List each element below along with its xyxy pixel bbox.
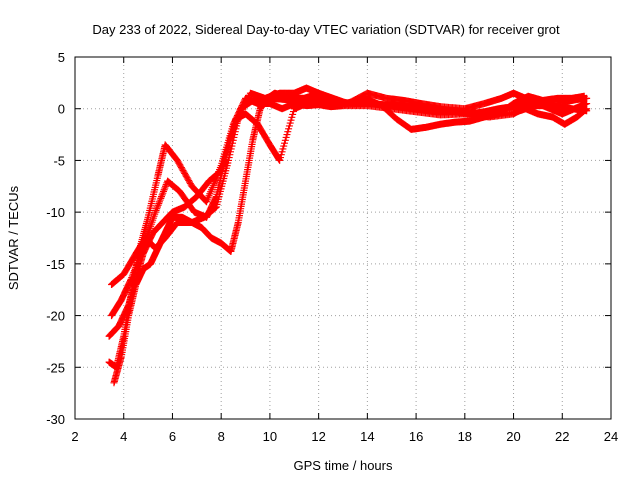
x-tick-label: 20 bbox=[506, 429, 520, 444]
x-tick-label: 16 bbox=[409, 429, 423, 444]
data-point bbox=[128, 272, 136, 280]
data-point bbox=[131, 265, 139, 273]
data-point bbox=[132, 263, 140, 271]
axis-ticks: 2 4 6 8 10 12 14 16 18 20 22 24-30-25-20-15-10-505 bbox=[46, 50, 618, 444]
data-point bbox=[128, 274, 136, 282]
data-point bbox=[153, 205, 161, 213]
data-point bbox=[133, 260, 141, 268]
data-point bbox=[162, 182, 170, 190]
data-point bbox=[129, 270, 137, 278]
plot-frame bbox=[74, 56, 612, 420]
data-point bbox=[135, 255, 143, 263]
y-tick-label: -10 bbox=[46, 205, 65, 220]
y-tick-label: -15 bbox=[46, 257, 65, 272]
data-points bbox=[105, 84, 591, 387]
data-point bbox=[136, 253, 144, 261]
chart-title: Day 233 of 2022, Sidereal Day-to-day VTE… bbox=[92, 22, 560, 37]
x-tick-label: 12 bbox=[311, 429, 325, 444]
data-point bbox=[580, 92, 588, 100]
data-point bbox=[155, 198, 163, 206]
data-point bbox=[157, 194, 165, 202]
data-point bbox=[134, 256, 142, 264]
data-point bbox=[154, 201, 162, 209]
x-tick-label: 18 bbox=[458, 429, 472, 444]
x-tick-label: 6 bbox=[169, 429, 176, 444]
x-tick-label: 10 bbox=[263, 429, 277, 444]
x-tick-label: 14 bbox=[360, 429, 374, 444]
data-point bbox=[583, 107, 591, 115]
data-point bbox=[160, 187, 168, 195]
data-point bbox=[161, 184, 169, 192]
series-track-a bbox=[105, 94, 591, 371]
y-tick-label: -20 bbox=[46, 309, 65, 324]
y-tick-label: -5 bbox=[53, 153, 65, 168]
data-point bbox=[151, 208, 159, 216]
x-tick-label: 2 bbox=[71, 429, 78, 444]
data-point bbox=[130, 268, 138, 276]
x-tick-label: 22 bbox=[555, 429, 569, 444]
series-track-e bbox=[110, 89, 591, 387]
y-tick-label: -25 bbox=[46, 360, 65, 375]
data-point bbox=[157, 193, 165, 201]
data-point bbox=[155, 200, 163, 208]
data-point bbox=[153, 203, 161, 211]
x-axis-label: GPS time / hours bbox=[294, 458, 393, 473]
data-point bbox=[158, 191, 166, 199]
y-tick-label: 0 bbox=[58, 102, 65, 117]
data-point bbox=[160, 186, 168, 194]
data-point bbox=[156, 196, 164, 204]
x-tick-label: 4 bbox=[120, 429, 127, 444]
y-tick-label: 5 bbox=[58, 50, 65, 65]
data-point bbox=[130, 267, 138, 275]
data-point bbox=[159, 189, 167, 197]
data-point bbox=[132, 262, 140, 270]
x-tick-label: 24 bbox=[604, 429, 618, 444]
data-point bbox=[152, 206, 160, 214]
x-tick-label: 8 bbox=[218, 429, 225, 444]
y-tick-label: -30 bbox=[46, 412, 65, 427]
y-axis-label: SDTVAR / TECUs bbox=[6, 185, 21, 290]
data-point bbox=[134, 258, 142, 266]
data-point bbox=[127, 275, 135, 283]
